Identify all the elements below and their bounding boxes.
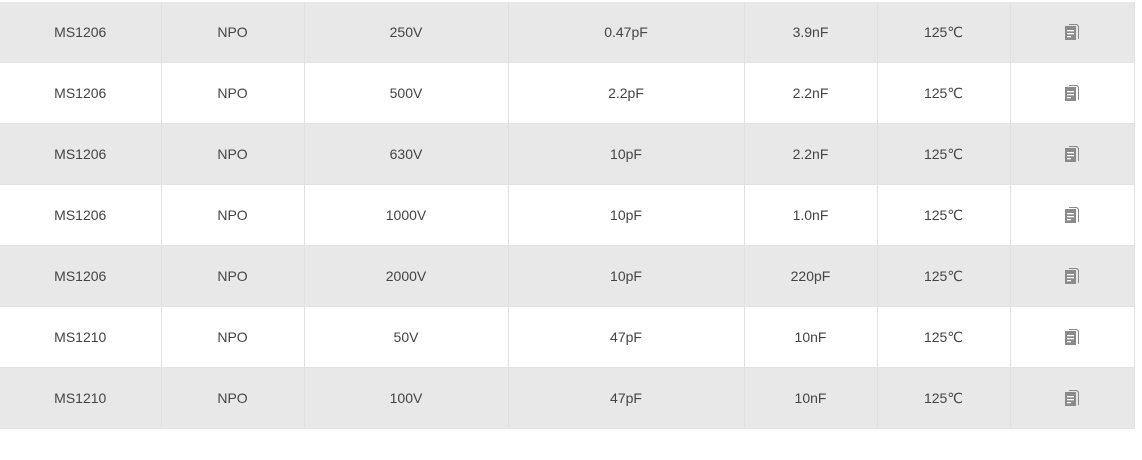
voltage-cell: 1000V (304, 184, 509, 246)
min-capacitance-cell: 47pF (508, 306, 745, 368)
datasheet-cell (1010, 62, 1135, 124)
document-icon[interactable] (1064, 389, 1080, 407)
datasheet-cell (1010, 306, 1135, 368)
min-capacitance-cell: 10pF (508, 245, 745, 307)
temperature-cell: 125℃ (877, 2, 1011, 63)
product-table: MS1206 NPO 250V 0.47pF 3.9nF 125℃ MS1206 NPO 500… (0, 2, 1135, 429)
voltage-cell: 500V (304, 62, 509, 124)
document-icon[interactable] (1064, 328, 1080, 346)
max-capacitance-cell: 2.2nF (744, 123, 878, 185)
max-capacitance-cell: 1.0nF (744, 184, 878, 246)
datasheet-cell (1010, 367, 1135, 429)
max-capacitance-cell: 10nF (744, 306, 878, 368)
document-icon[interactable] (1064, 23, 1080, 41)
table-row: MS1206 NPO 630V 10pF 2.2nF 125℃ (0, 123, 1135, 185)
model-cell: MS1210 (0, 306, 162, 368)
voltage-cell: 100V (304, 367, 509, 429)
temperature-cell: 125℃ (877, 306, 1011, 368)
max-capacitance-cell: 10nF (744, 367, 878, 429)
table-row: MS1210 NPO 100V 47pF 10nF 125℃ (0, 367, 1135, 429)
table-row: MS1206 NPO 2000V 10pF 220pF 125℃ (0, 245, 1135, 307)
dielectric-cell: NPO (161, 123, 305, 185)
document-icon[interactable] (1064, 267, 1080, 285)
document-icon[interactable] (1064, 145, 1080, 163)
temperature-cell: 125℃ (877, 62, 1011, 124)
model-cell: MS1206 (0, 2, 162, 63)
datasheet-cell (1010, 123, 1135, 185)
model-cell: MS1206 (0, 245, 162, 307)
min-capacitance-cell: 2.2pF (508, 62, 745, 124)
max-capacitance-cell: 2.2nF (744, 62, 878, 124)
dielectric-cell: NPO (161, 2, 305, 63)
voltage-cell: 2000V (304, 245, 509, 307)
temperature-cell: 125℃ (877, 184, 1011, 246)
model-cell: MS1206 (0, 123, 162, 185)
min-capacitance-cell: 10pF (508, 184, 745, 246)
datasheet-cell (1010, 245, 1135, 307)
document-icon[interactable] (1064, 206, 1080, 224)
min-capacitance-cell: 47pF (508, 367, 745, 429)
min-capacitance-cell: 0.47pF (508, 2, 745, 63)
model-cell: MS1210 (0, 367, 162, 429)
table-row: MS1210 NPO 50V 47pF 10nF 125℃ (0, 306, 1135, 368)
voltage-cell: 250V (304, 2, 509, 63)
table-row: MS1206 NPO 250V 0.47pF 3.9nF 125℃ (0, 2, 1135, 63)
table-row: MS1206 NPO 500V 2.2pF 2.2nF 125℃ (0, 62, 1135, 124)
voltage-cell: 50V (304, 306, 509, 368)
dielectric-cell: NPO (161, 62, 305, 124)
max-capacitance-cell: 3.9nF (744, 2, 878, 63)
model-cell: MS1206 (0, 184, 162, 246)
voltage-cell: 630V (304, 123, 509, 185)
dielectric-cell: NPO (161, 367, 305, 429)
table-row: MS1206 NPO 1000V 10pF 1.0nF 125℃ (0, 184, 1135, 246)
min-capacitance-cell: 10pF (508, 123, 745, 185)
document-icon[interactable] (1064, 84, 1080, 102)
temperature-cell: 125℃ (877, 245, 1011, 307)
max-capacitance-cell: 220pF (744, 245, 878, 307)
model-cell: MS1206 (0, 62, 162, 124)
temperature-cell: 125℃ (877, 123, 1011, 185)
dielectric-cell: NPO (161, 245, 305, 307)
datasheet-cell (1010, 184, 1135, 246)
temperature-cell: 125℃ (877, 367, 1011, 429)
dielectric-cell: NPO (161, 306, 305, 368)
datasheet-cell (1010, 2, 1135, 63)
dielectric-cell: NPO (161, 184, 305, 246)
